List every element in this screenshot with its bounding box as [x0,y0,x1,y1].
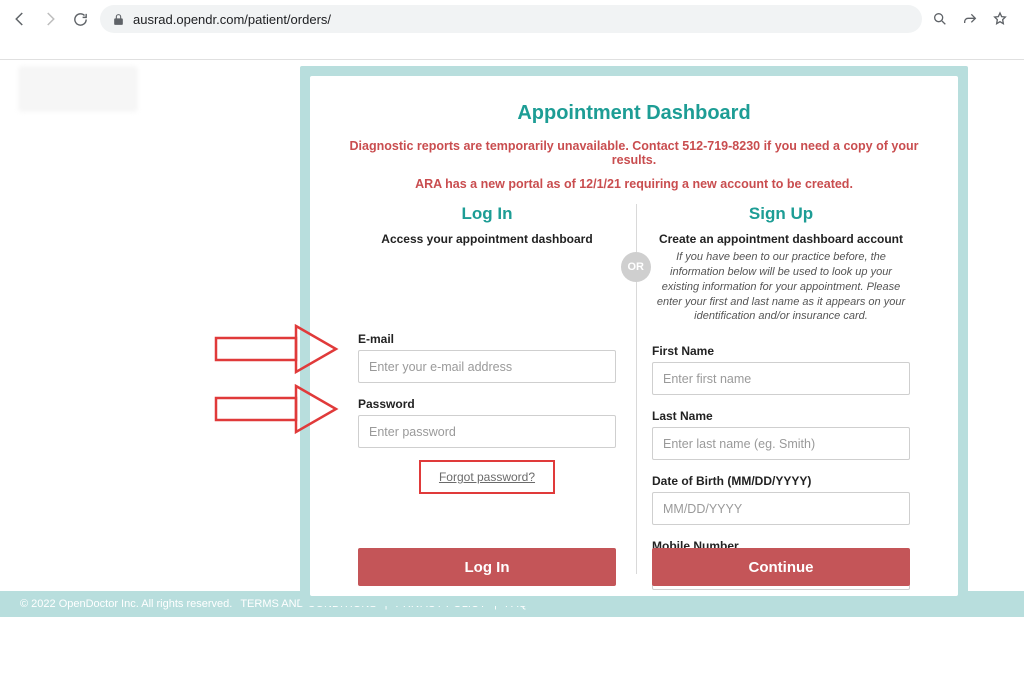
login-button[interactable]: Log In [358,548,616,586]
dob-label: Date of Birth (MM/DD/YYYY) [652,474,910,488]
arrow-right-icon [41,10,59,28]
email-input[interactable] [358,350,616,383]
password-input[interactable] [358,415,616,448]
signup-title: Sign Up [652,204,910,224]
address-bar[interactable] [100,5,922,33]
signup-hint: If you have been to our practice before,… [652,250,910,324]
toolbar-right [932,11,1014,27]
arrow-left-icon [11,10,29,28]
login-subtitle: Access your appointment dashboard [358,232,616,246]
lock-icon [112,13,125,26]
forgot-password-link[interactable]: Forgot password? [439,470,535,484]
url-input[interactable] [133,12,910,27]
continue-button[interactable]: Continue [652,548,910,586]
signup-subtitle: Create an appointment dashboard account [652,232,910,246]
back-button[interactable] [10,9,30,29]
reload-icon [72,11,89,28]
star-icon[interactable] [992,11,1008,27]
page-title: Appointment Dashboard [340,102,928,125]
forward-button[interactable] [40,9,60,29]
login-column: Log In Access your appointment dashboard… [340,204,634,586]
logo-placeholder [18,66,138,112]
email-label: E-mail [358,332,616,346]
warning-line-1: Diagnostic reports are temporarily unava… [340,139,928,167]
share-icon[interactable] [962,11,978,27]
password-label: Password [358,397,616,411]
annotation-box-forgot: Forgot password? [419,460,555,494]
card-frame: Appointment Dashboard Diagnostic reports… [300,66,968,606]
page-body: © 2022 OpenDoctor Inc. All rights reserv… [0,60,1024,617]
zoom-icon[interactable] [932,11,948,27]
auth-card: Appointment Dashboard Diagnostic reports… [310,76,958,596]
last-name-label: Last Name [652,409,910,423]
browser-toolbar [0,0,1024,38]
first-name-input[interactable] [652,362,910,395]
last-name-input[interactable] [652,427,910,460]
columns: OR Log In Access your appointment dashbo… [340,204,928,586]
login-title: Log In [358,204,616,224]
signup-column: Sign Up Create an appointment dashboard … [634,204,928,586]
dob-input[interactable] [652,492,910,525]
first-name-label: First Name [652,344,910,358]
footer-copyright: © 2022 OpenDoctor Inc. All rights reserv… [20,598,232,610]
reload-button[interactable] [70,9,90,29]
forgot-password-wrap: Forgot password? [358,460,616,494]
warning-line-2: ARA has a new portal as of 12/1/21 requi… [340,177,928,191]
